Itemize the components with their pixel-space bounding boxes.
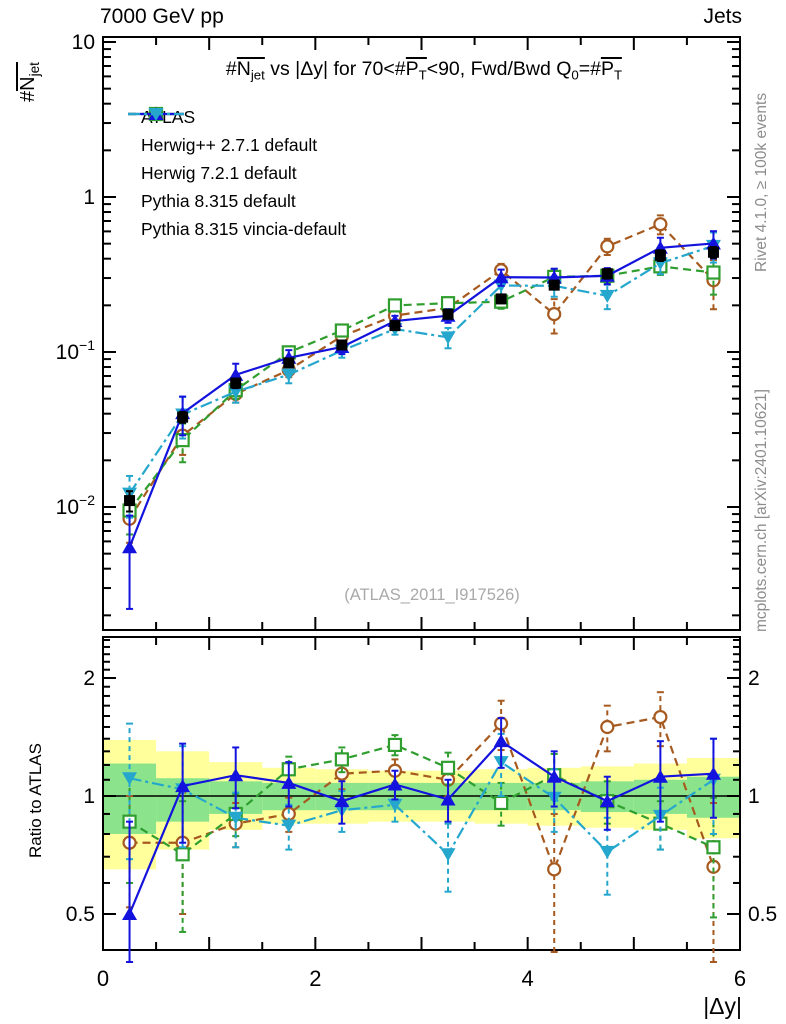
tick-label: 10−1: [56, 337, 96, 364]
legend-label: Pythia 8.315 vincia-default: [141, 218, 347, 239]
plot-title: #Njet vs |Δy| for 70<#PT<90, Fwd/Bwd Q0=…: [225, 57, 623, 83]
legend-label: Pythia 8.315 default: [141, 190, 296, 211]
legend-item-herwig7: Herwig 7.2.1 default: [127, 106, 346, 187]
legend-label: Herwig++ 2.7.1 default: [141, 134, 318, 155]
legend-item-herwigpp: Herwig++ 2.7.1 default: [127, 106, 346, 159]
tick-label: 1: [748, 785, 760, 808]
analysis-type-label: Jets: [703, 5, 742, 28]
legend-item-pythia: Pythia 8.315 default: [127, 107, 346, 215]
tick-label: 2: [83, 667, 95, 690]
rivet-version-note: Rivet 4.1.0, ≥ 100k events: [753, 92, 770, 272]
tick-label: 0: [97, 966, 109, 991]
tick-label: 10: [72, 31, 95, 54]
tick-label: 6: [734, 966, 746, 991]
tick-label: 2: [309, 966, 321, 991]
legend-label: Herwig 7.2.1 default: [141, 162, 297, 183]
axes: [102, 36, 741, 951]
beam-energy-label: 7000 GeV pp: [100, 5, 224, 28]
legend: ATLAS Herwig++ 2.7.1 default Herwig 7.2.1 …: [127, 103, 346, 243]
series-atlas: [124, 246, 719, 513]
tick-label: 1: [83, 785, 95, 808]
tick-label: 0.5: [66, 903, 95, 926]
mcplots-attribution: mcplots.cern.ch [arXiv:2401.10621]: [753, 389, 770, 632]
legend-item-vincia: Pythia 8.315 vincia-default: [127, 108, 347, 243]
y-axis-label: #Njet: [16, 62, 43, 102]
tick-label: 4: [522, 966, 534, 991]
ratio-axis-label: Ratio to ATLAS: [26, 743, 45, 858]
legend-marker-triangle-down-filled: [128, 108, 184, 121]
analysis-id-watermark: (ATLAS_2011_I917526): [344, 586, 520, 604]
tick-labels: 10 1 10−1 10−2 2 2 1 1 0.5 0.5 0 2 4 6: [56, 31, 778, 991]
tick-label: 0.5: [748, 903, 777, 926]
tick-label: 2: [748, 667, 760, 690]
x-axis-label: |Δy|: [703, 993, 742, 1019]
tick-label: 10−2: [56, 492, 96, 519]
ratio-atlas-bands: [103, 739, 740, 870]
tick-label: 1: [83, 186, 95, 209]
